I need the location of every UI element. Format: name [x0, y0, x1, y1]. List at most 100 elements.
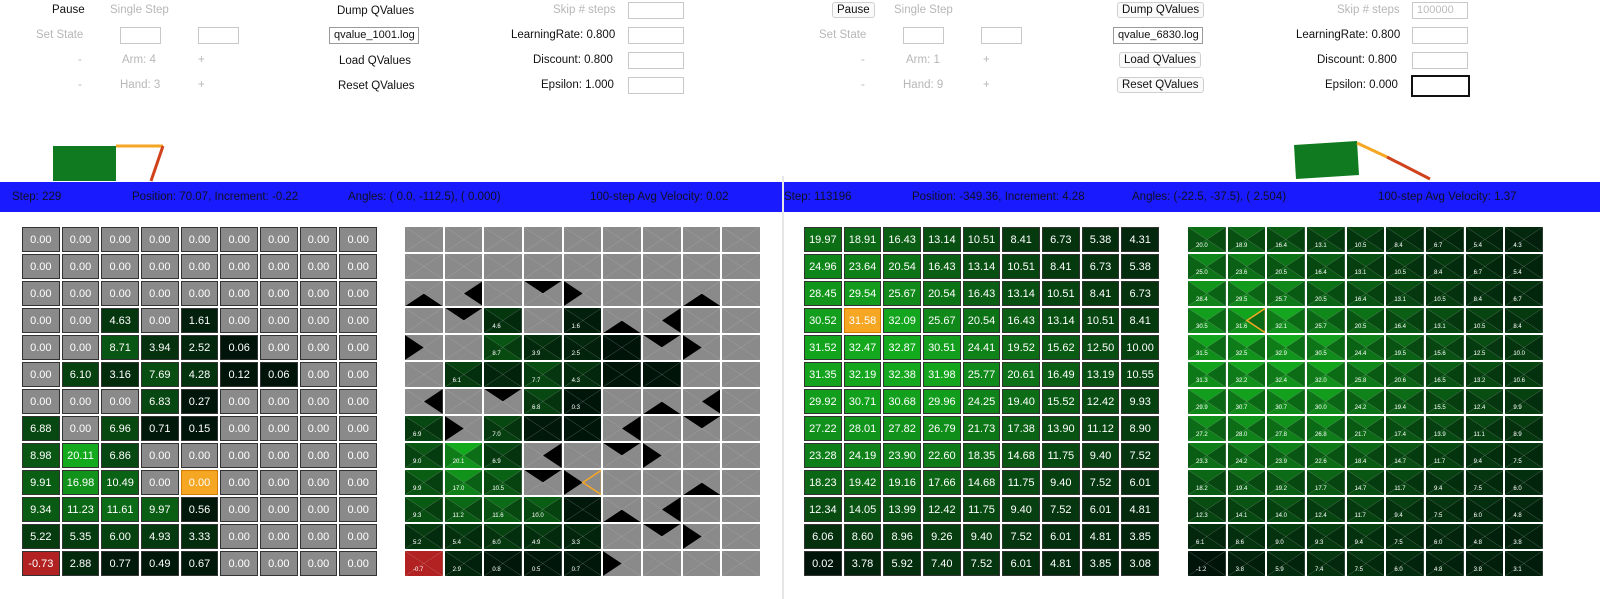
q-triangle-left	[603, 308, 623, 333]
q-divider-line	[1346, 335, 1385, 360]
reset-qvalues-button[interactable]: Reset QValues	[1117, 77, 1204, 93]
dump-qvalues-button[interactable]: Dump QValues	[337, 5, 415, 17]
q-divider-line	[1227, 281, 1266, 306]
q-triangle-up	[603, 551, 641, 564]
learning-rate-label: LearningRate: 0.800	[511, 29, 616, 41]
q-triangle-up	[1188, 497, 1226, 510]
arm-state-input[interactable]	[903, 27, 944, 44]
q-divider-line	[444, 389, 483, 414]
q-triangle-left	[1346, 308, 1366, 333]
q-triangles	[405, 254, 443, 279]
hand-state-input[interactable]	[198, 27, 239, 44]
q-triangle-down	[1267, 482, 1305, 495]
hand-decrement-button[interactable]: -	[78, 79, 82, 91]
hand-decrement-button[interactable]: -	[861, 79, 865, 91]
q-triangle-right	[463, 362, 483, 387]
q-triangle-left	[682, 362, 702, 387]
set-state-button[interactable]: Set State	[36, 29, 84, 41]
arm-state-input[interactable]	[120, 27, 161, 44]
q-triangle-left	[1426, 227, 1445, 252]
q-value-label: 30.5	[1315, 351, 1327, 357]
q-triangle-left	[1307, 281, 1326, 306]
q-value-cell: 7.5	[1426, 497, 1464, 522]
q-value-cell: 6.8	[524, 389, 562, 414]
discount-input[interactable]	[1412, 52, 1468, 69]
q-divider-line	[1227, 416, 1266, 441]
qvalue-file-input[interactable]: qvalue_1001.log	[329, 27, 419, 44]
q-triangle-right	[1444, 524, 1464, 549]
q-triangle-down	[1465, 320, 1504, 333]
arm-decrement-button[interactable]: -	[861, 54, 865, 66]
q-triangle-right	[1206, 254, 1226, 279]
q-triangle-left	[484, 335, 504, 360]
q-triangle-right	[1206, 227, 1226, 252]
arm-decrement-button[interactable]: -	[78, 54, 82, 66]
q-divider-line	[643, 416, 681, 441]
q-value-label: 17.4	[1394, 432, 1407, 438]
q-triangle-up	[484, 443, 522, 456]
q-triangles	[1267, 497, 1305, 522]
single-step-button[interactable]: Single Step	[894, 4, 953, 16]
q-triangle-up	[563, 497, 602, 510]
skip-steps-input[interactable]: 100000	[1412, 2, 1468, 19]
q-triangle-up	[643, 227, 681, 240]
q-triangles	[444, 524, 483, 549]
q-divider-line	[1307, 281, 1345, 306]
q-triangle-left	[1386, 389, 1406, 414]
q-value-label: 17.7	[1315, 486, 1327, 492]
discount-input[interactable]	[628, 52, 684, 69]
state-value-cell: 0.00	[299, 497, 338, 522]
arm-increment-button[interactable]: +	[198, 54, 205, 66]
hand-increment-button[interactable]: +	[198, 79, 205, 91]
q-value-label: 19.2	[1275, 486, 1288, 492]
q-divider-line	[1188, 362, 1226, 387]
pause-button[interactable]: Pause	[832, 2, 875, 18]
q-divider-line	[405, 497, 443, 522]
learning-rate-input[interactable]	[1412, 27, 1468, 44]
q-triangle-left	[1307, 335, 1326, 360]
q-triangle-down	[1465, 374, 1504, 387]
qvalue-file-input[interactable]: qvalue_6830.log	[1113, 27, 1203, 44]
q-triangle-left	[1465, 254, 1485, 279]
state-value-cell: 0.00	[260, 281, 298, 306]
q-value-cell: 16.4	[1307, 254, 1345, 279]
dump-qvalues-button[interactable]: Dump QValues	[1117, 2, 1205, 18]
epsilon-input[interactable]	[1411, 75, 1470, 97]
q-triangle-left	[722, 551, 742, 576]
hand-increment-button[interactable]: +	[983, 79, 990, 91]
q-divider-line	[722, 551, 760, 576]
q-value-label: 11.7	[1394, 486, 1406, 492]
q-triangle-up	[484, 362, 522, 375]
load-qvalues-button[interactable]: Load QValues	[339, 55, 412, 67]
state-value-cell: 8.41	[1042, 254, 1080, 279]
state-value-cell: 3.94	[141, 335, 179, 360]
pause-button[interactable]: Pause	[52, 4, 85, 16]
q-triangle-down	[1307, 563, 1345, 576]
q-triangles	[643, 389, 681, 414]
q-triangles	[1505, 443, 1543, 468]
q-triangle-left	[1386, 524, 1406, 549]
q-value-cell: 26.8	[1307, 416, 1345, 441]
arm-increment-button[interactable]: +	[983, 54, 990, 66]
q-triangle-left	[722, 308, 742, 333]
hand-state-input[interactable]	[981, 27, 1022, 44]
q-value-cell: 0.8	[484, 551, 522, 576]
q-divider-line	[1505, 524, 1543, 549]
q-divider-line	[1307, 389, 1345, 414]
reset-qvalues-button[interactable]: Reset QValues	[338, 80, 415, 92]
q-triangle-right	[741, 524, 760, 549]
skip-steps-input[interactable]	[628, 2, 684, 19]
set-state-button[interactable]: Set State	[819, 29, 867, 41]
epsilon-input[interactable]	[628, 77, 684, 94]
q-triangle-left	[1267, 389, 1287, 414]
q-triangles	[1267, 281, 1305, 306]
q-value-label: 8.4	[1434, 270, 1443, 276]
single-step-button[interactable]: Single Step	[110, 4, 169, 16]
state-value-cell: 0.00	[299, 551, 338, 576]
load-qvalues-button[interactable]: Load QValues	[1119, 52, 1202, 68]
q-divider-line	[563, 281, 602, 306]
q-divider-line	[1465, 551, 1504, 576]
q-triangle-left	[1307, 470, 1326, 495]
q-triangle-up	[484, 308, 522, 321]
learning-rate-input[interactable]	[628, 27, 684, 44]
